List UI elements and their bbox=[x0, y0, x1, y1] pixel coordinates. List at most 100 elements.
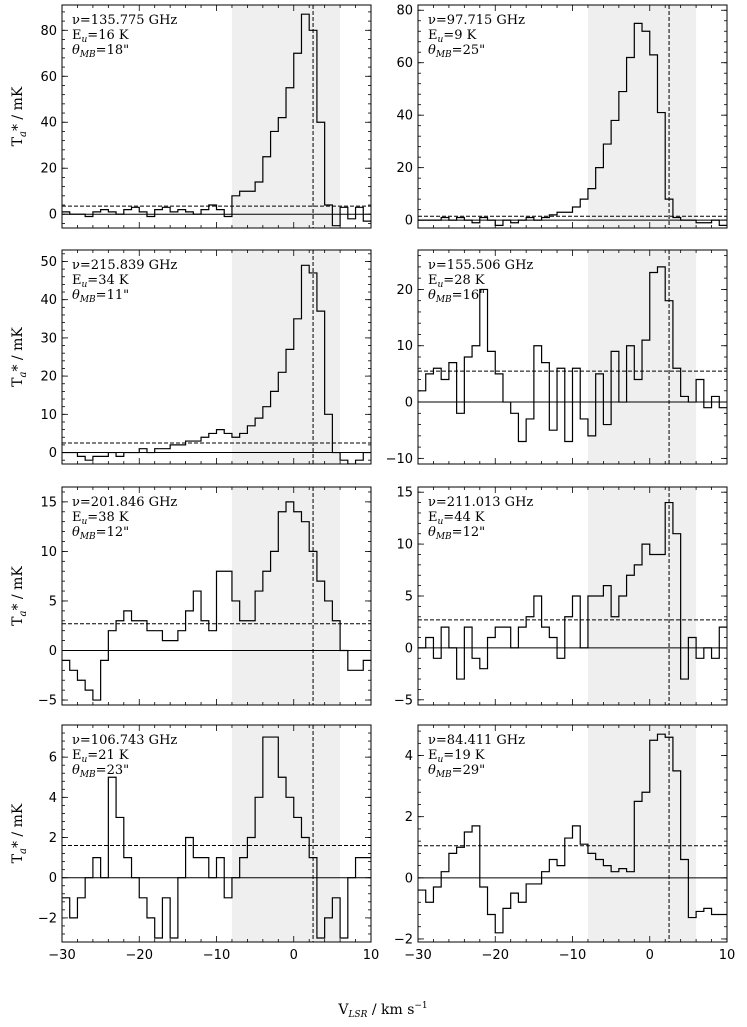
y-tick-label: −5 bbox=[394, 693, 413, 708]
upper-energy-label: Eu=34 K bbox=[72, 273, 129, 290]
line-frequency-label: ν=155.506 GHz bbox=[428, 258, 533, 273]
upper-energy-label: Eu=21 K bbox=[72, 748, 129, 765]
y-tick-label: −5 bbox=[38, 694, 57, 709]
beam-size-label: θMB=18" bbox=[72, 43, 129, 60]
y-tick-label: 15 bbox=[396, 486, 413, 501]
y-tick-label: 6 bbox=[49, 751, 57, 766]
beam-size-label: θMB=23" bbox=[72, 763, 129, 780]
spectrum-line bbox=[62, 736, 371, 939]
y-tick-label: 60 bbox=[396, 56, 413, 71]
x-axis-label: VLSR / km s−1 bbox=[337, 1001, 427, 1020]
y-tick-label: 50 bbox=[40, 255, 57, 270]
y-tick-label: 5 bbox=[49, 594, 57, 609]
line-frequency-label: ν=135.775 GHz bbox=[72, 13, 177, 28]
spectrum-line bbox=[418, 266, 727, 443]
y-tick-label: 2 bbox=[405, 810, 413, 825]
x-tick-label: −10 bbox=[559, 948, 586, 963]
x-tick-label: 0 bbox=[290, 948, 298, 963]
beam-size-label: θMB=25" bbox=[428, 43, 485, 60]
spectrum-line bbox=[418, 22, 727, 226]
y-tick-label: 0 bbox=[405, 396, 413, 411]
x-tick-label: −30 bbox=[48, 948, 75, 963]
svg-text:VLSR / km s−1: VLSR / km s−1 bbox=[337, 1001, 427, 1020]
spectrum-line bbox=[62, 13, 371, 227]
spectrum-line bbox=[418, 733, 727, 934]
y-tick-label: 20 bbox=[40, 162, 57, 177]
y-tick-label: 0 bbox=[49, 446, 57, 461]
y-tick-label: 0 bbox=[405, 214, 413, 229]
y-tick-label: 10 bbox=[396, 339, 413, 354]
line-frequency-label: ν=106.743 GHz bbox=[72, 733, 177, 748]
upper-energy-label: Eu=9 K bbox=[428, 28, 477, 45]
x-tick-label: −10 bbox=[203, 948, 230, 963]
spectrum-line bbox=[62, 264, 371, 464]
beam-size-label: θMB=29" bbox=[428, 763, 485, 780]
x-tick-label: −20 bbox=[126, 948, 153, 963]
y-tick-label: 0 bbox=[49, 644, 57, 659]
beam-size-label: θMB=16" bbox=[428, 288, 485, 305]
y-tick-label: 20 bbox=[396, 283, 413, 298]
y-tick-label: 10 bbox=[40, 545, 57, 560]
y-tick-label: 0 bbox=[405, 641, 413, 656]
y-tick-label: 0 bbox=[49, 208, 57, 223]
y-tick-label: 20 bbox=[396, 161, 413, 176]
y-tick-label: −10 bbox=[386, 452, 413, 467]
y-tick-label: 2 bbox=[49, 831, 57, 846]
upper-energy-label: Eu=28 K bbox=[428, 273, 485, 290]
beam-size-label: θMB=11" bbox=[72, 288, 129, 305]
line-frequency-label: ν=84.411 GHz bbox=[428, 733, 525, 748]
x-tick-label: −30 bbox=[404, 948, 431, 963]
shaded-velocity-range bbox=[587, 725, 697, 942]
shaded-velocity-range bbox=[231, 725, 341, 942]
y-axis-label: Ta* / mK bbox=[10, 803, 29, 863]
y-tick-label: 0 bbox=[49, 871, 57, 886]
y-tick-label: −2 bbox=[394, 932, 413, 947]
shaded-velocity-range bbox=[231, 487, 341, 705]
line-frequency-label: ν=211.013 GHz bbox=[428, 495, 533, 510]
y-tick-label: 30 bbox=[40, 331, 57, 346]
y-tick-label: 60 bbox=[40, 70, 57, 85]
y-tick-label: 10 bbox=[396, 538, 413, 553]
y-tick-label: 10 bbox=[40, 408, 57, 423]
spectrum-line bbox=[62, 501, 371, 701]
x-tick-label: 10 bbox=[719, 948, 736, 963]
y-tick-label: −2 bbox=[38, 911, 57, 926]
line-frequency-label: ν=201.846 GHz bbox=[72, 495, 177, 510]
y-tick-label: 80 bbox=[396, 4, 413, 19]
y-tick-label: 4 bbox=[49, 791, 57, 806]
y-tick-label: 4 bbox=[405, 749, 413, 764]
line-frequency-label: ν=97.715 GHz bbox=[428, 13, 525, 28]
x-tick-label: −20 bbox=[482, 948, 509, 963]
y-tick-label: 40 bbox=[396, 109, 413, 124]
upper-energy-label: Eu=38 K bbox=[72, 510, 129, 527]
x-tick-label: 0 bbox=[646, 948, 654, 963]
line-frequency-label: ν=215.839 GHz bbox=[72, 258, 177, 273]
y-tick-label: 40 bbox=[40, 116, 57, 131]
x-tick-label: 10 bbox=[363, 948, 380, 963]
y-tick-label: 15 bbox=[40, 495, 57, 510]
y-tick-label: 5 bbox=[405, 590, 413, 605]
y-axis-label: Ta* / mK bbox=[10, 86, 29, 146]
beam-size-label: θMB=12" bbox=[428, 525, 485, 542]
y-tick-label: 40 bbox=[40, 293, 57, 308]
spectrum-line bbox=[418, 501, 727, 680]
y-tick-label: 80 bbox=[40, 24, 57, 39]
y-axis-label: Ta* / mK bbox=[10, 327, 29, 387]
beam-size-label: θMB=12" bbox=[72, 525, 129, 542]
upper-energy-label: Eu=19 K bbox=[428, 748, 485, 765]
upper-energy-label: Eu=16 K bbox=[72, 28, 129, 45]
y-tick-label: 0 bbox=[405, 871, 413, 886]
shaded-velocity-range bbox=[587, 487, 697, 705]
upper-energy-label: Eu=44 K bbox=[428, 510, 485, 527]
y-axis-label: Ta* / mK bbox=[10, 566, 29, 626]
